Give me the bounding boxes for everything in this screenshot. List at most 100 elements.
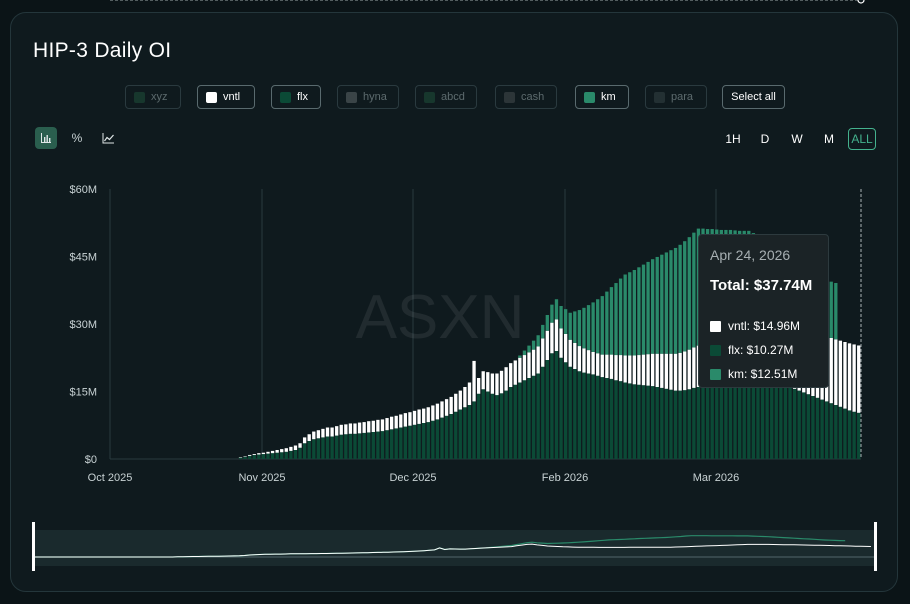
- bar-vntl: [605, 354, 609, 378]
- bar-flx: [495, 395, 499, 459]
- bar-flx: [444, 415, 449, 459]
- bar-flx: [467, 405, 472, 459]
- bar-vntl: [568, 339, 572, 367]
- bar-km: [531, 340, 536, 350]
- legend-chip-para[interactable]: para: [645, 85, 707, 109]
- bar-vntl: [380, 419, 385, 432]
- range-1h[interactable]: 1H: [725, 132, 741, 146]
- bar-km: [687, 237, 691, 350]
- bar-vntl: [554, 319, 559, 351]
- y-tick-label: $60M: [69, 184, 97, 196]
- bar-vntl: [545, 330, 549, 360]
- bar-vntl: [325, 427, 330, 437]
- bar-vntl: [660, 353, 664, 388]
- bar-flx: [655, 387, 659, 459]
- bar-flx: [792, 388, 797, 459]
- legend-chip-xyz[interactable]: xyz: [125, 85, 181, 109]
- range-m[interactable]: M: [824, 132, 834, 146]
- legend-chip-flx[interactable]: flx: [271, 85, 321, 109]
- bar-vntl: [289, 446, 293, 451]
- bar-flx: [751, 375, 756, 459]
- bar-flx: [275, 452, 279, 459]
- bar-vntl: [357, 422, 362, 434]
- tooltip-swatch: [710, 368, 721, 380]
- bar-km: [600, 296, 604, 355]
- legend-chip-km[interactable]: km: [575, 85, 629, 109]
- bar-vntl: [678, 352, 682, 391]
- y-tick-label: $30M: [69, 319, 97, 331]
- legend-swatch: [346, 91, 357, 103]
- bar-vntl: [408, 412, 412, 426]
- bar-flx: [600, 377, 604, 459]
- bar-vntl: [527, 352, 531, 378]
- bar-vntl: [669, 353, 673, 390]
- select-all-button[interactable]: Select all: [722, 85, 785, 109]
- line-chart-icon[interactable]: [97, 127, 119, 149]
- bar-vntl: [431, 405, 435, 421]
- bar-vntl: [536, 346, 540, 374]
- bar-flx: [646, 385, 650, 459]
- bar-flx: [476, 393, 481, 459]
- bar-flx: [747, 374, 751, 459]
- legend-chip-vntl[interactable]: vntl: [197, 85, 255, 109]
- bar-flx: [252, 454, 256, 459]
- bar-vntl: [257, 453, 261, 455]
- bar-vntl: [476, 378, 481, 394]
- bar-km: [550, 304, 554, 323]
- bar-flx: [431, 420, 435, 459]
- bar-km: [664, 252, 669, 354]
- tooltip-row-km: km: $12.51M: [710, 367, 797, 381]
- bar-vntl: [458, 390, 462, 410]
- bar-km: [650, 259, 655, 354]
- bar-vntl: [541, 338, 545, 367]
- bar-vntl: [591, 351, 595, 375]
- bar-vntl: [426, 407, 430, 423]
- legend-chip-cash[interactable]: cash: [495, 85, 557, 109]
- bar-flx: [637, 384, 641, 459]
- bar-flx: [522, 380, 527, 459]
- bar-flx: [518, 382, 522, 459]
- navigator-series-vntl: [34, 543, 871, 558]
- bar-vntl: [353, 423, 357, 434]
- bar-flx: [834, 405, 838, 459]
- bar-vntl: [683, 351, 687, 391]
- bar-vntl: [261, 452, 266, 455]
- bar-flx: [664, 388, 669, 459]
- x-tick-label: Oct 2025: [88, 472, 133, 484]
- bar-chart-icon[interactable]: [35, 127, 57, 149]
- legend-swatch: [584, 91, 595, 103]
- bar-vntl: [403, 413, 408, 427]
- bar-km: [591, 302, 595, 352]
- bar-vntl: [563, 333, 568, 363]
- bar-km: [518, 355, 522, 358]
- range-w[interactable]: W: [791, 132, 803, 146]
- bar-flx: [705, 384, 710, 459]
- bar-flx: [284, 451, 288, 459]
- range-d[interactable]: D: [760, 132, 770, 146]
- bar-flx: [715, 382, 719, 459]
- bar-flx: [857, 412, 861, 459]
- bar-flx: [270, 453, 275, 459]
- bar-km: [522, 350, 527, 356]
- percent-icon[interactable]: %: [71, 131, 83, 145]
- bar-flx: [261, 454, 266, 459]
- legend-chip-abcd[interactable]: abcd: [415, 85, 477, 109]
- bar-vntl: [467, 382, 472, 405]
- bar-vntl: [843, 342, 847, 409]
- bar-vntl: [302, 437, 307, 444]
- bar-flx: [710, 383, 714, 459]
- bar-vntl: [444, 399, 449, 416]
- bar-flx: [605, 378, 609, 459]
- legend-swatch: [134, 91, 145, 103]
- bar-vntl: [376, 419, 380, 432]
- bar-flx: [399, 427, 403, 459]
- bar-flx: [357, 433, 362, 459]
- bar-flx: [650, 386, 655, 459]
- bar-flx: [325, 436, 330, 459]
- bar-km: [660, 254, 664, 354]
- range-all[interactable]: ALL: [848, 128, 876, 150]
- bar-km: [554, 299, 559, 320]
- bar-flx: [312, 439, 316, 459]
- legend-chip-hyna[interactable]: hyna: [337, 85, 399, 109]
- bar-flx: [481, 389, 485, 459]
